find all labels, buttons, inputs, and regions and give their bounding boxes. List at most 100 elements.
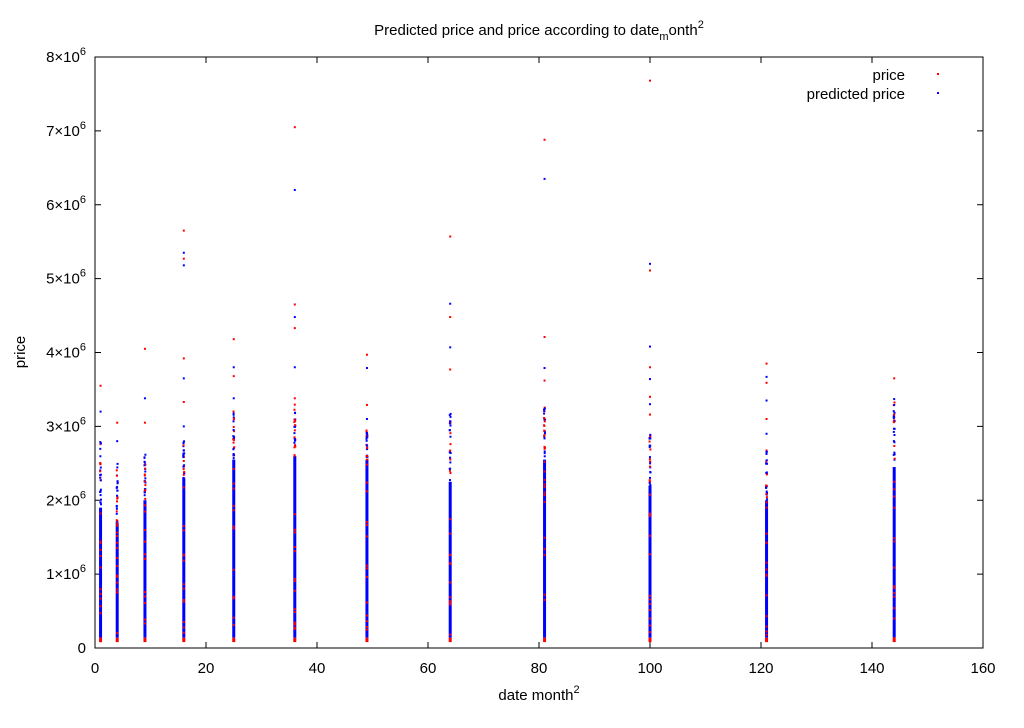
price-outlier-point: [543, 138, 546, 141]
price-outlier-point: [232, 375, 235, 378]
predicted-price-point: [99, 455, 102, 458]
price-point: [99, 588, 102, 591]
predicted-price-point: [449, 420, 452, 423]
price-point: [143, 595, 146, 598]
x-tick-label: 0: [91, 660, 99, 677]
price-outlier-point: [182, 357, 185, 360]
price-point: [99, 548, 102, 551]
price-point: [116, 575, 119, 578]
predicted-price-point: [448, 479, 451, 482]
predicted-price-outlier-point: [765, 399, 768, 402]
price-point: [365, 620, 368, 623]
price-column: [182, 229, 186, 643]
x-tick-label: 20: [198, 660, 215, 677]
price-point: [99, 597, 102, 600]
predicted-price-outlier-point: [365, 417, 368, 420]
price-point: [449, 458, 452, 461]
title-subscript: m: [659, 31, 668, 43]
title-main: Predicted price and price according to d…: [374, 22, 659, 39]
price-point: [449, 633, 452, 636]
predicted-price-point: [765, 486, 768, 489]
price-outlier-point: [143, 421, 146, 424]
price-outlier-point: [765, 381, 768, 384]
predicted-price-point: [649, 462, 652, 465]
price-point: [893, 617, 896, 620]
price-point: [293, 408, 296, 411]
predicted-price-point: [182, 453, 185, 456]
price-point: [366, 458, 369, 461]
price-point: [232, 597, 235, 600]
price-point: [543, 491, 546, 494]
price-outlier-point: [649, 413, 651, 416]
price-outlier-point: [143, 347, 146, 350]
price-point: [648, 480, 651, 483]
price-point: [543, 501, 546, 504]
price-point: [116, 496, 119, 499]
price-point: [649, 617, 651, 620]
price-point: [293, 627, 296, 630]
predicted-price-point: [144, 477, 147, 480]
price-point: [143, 618, 146, 621]
predicted-price-point: [765, 450, 768, 453]
predicted-price-point: [99, 479, 102, 482]
price-point: [293, 546, 296, 549]
predicted-price-point: [143, 464, 146, 467]
predicted-price-outlier-point: [649, 345, 651, 348]
price-point: [116, 574, 119, 577]
price-point: [765, 506, 768, 509]
price-point: [232, 467, 235, 470]
predicted-price-outlier-point: [143, 397, 146, 400]
price-outlier-point: [649, 366, 651, 369]
legend-marker-predicted-price: [937, 92, 939, 94]
predicted-price-outlier-point: [449, 302, 452, 305]
predicted-price-point: [765, 471, 768, 474]
predicted-price-point: [448, 467, 451, 470]
predicted-price-point: [143, 494, 146, 497]
predicted-price-point: [116, 481, 119, 484]
predicted-price-point: [99, 447, 102, 450]
predicted-price-outlier-point: [543, 367, 546, 370]
predicted-price-point: [893, 398, 896, 401]
predicted-price-point: [365, 439, 368, 442]
y-tick-label: 7×106: [46, 120, 86, 140]
price-point: [648, 458, 651, 461]
price-point: [765, 615, 768, 618]
predicted-price-point: [99, 501, 102, 504]
price-column: [232, 338, 236, 643]
price-point: [893, 401, 896, 404]
y-tick-label: 8×106: [46, 46, 86, 66]
price-band-bottom: [765, 637, 769, 643]
price-point: [365, 535, 368, 538]
x-tick-label: 140: [859, 660, 884, 677]
predicted-price-point: [543, 407, 546, 410]
price-point: [365, 614, 368, 617]
x-axis-label-superscript: 2: [573, 684, 579, 696]
price-point: [293, 429, 296, 432]
predicted-price-point: [648, 482, 651, 485]
x-tick-label: 120: [748, 660, 773, 677]
price-point: [232, 595, 235, 598]
price-point: [293, 418, 296, 421]
predicted-price-point: [365, 436, 368, 439]
price-point: [182, 444, 185, 447]
predicted-price-point: [449, 456, 452, 459]
x-tick-label: 100: [637, 660, 662, 677]
predicted-price-band: [232, 459, 236, 638]
price-point: [182, 559, 185, 562]
price-point: [116, 581, 119, 584]
price-point: [649, 598, 651, 601]
legend-marker-price: [937, 73, 939, 75]
predicted-price-point: [99, 494, 102, 497]
price-outlier-point: [543, 379, 546, 382]
predicted-price-outlier-point: [765, 375, 768, 378]
predicted-price-point: [293, 441, 296, 444]
predicted-price-point: [649, 470, 652, 473]
price-column: [365, 353, 369, 643]
price-point: [115, 519, 118, 522]
predicted-price-outlier-point: [649, 403, 651, 406]
price-point: [649, 602, 651, 605]
price-point: [115, 474, 118, 477]
price-point: [182, 486, 185, 489]
price-point: [449, 449, 452, 452]
price-point: [365, 463, 368, 466]
